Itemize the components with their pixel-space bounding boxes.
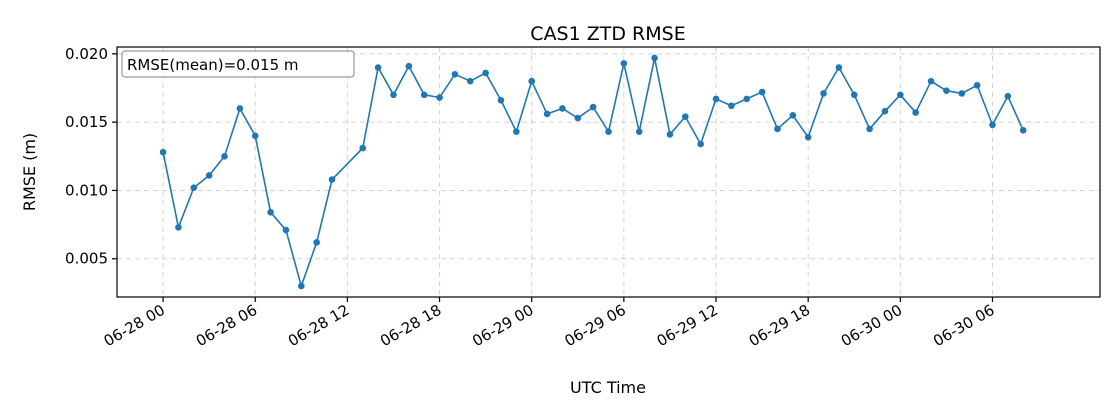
data-point bbox=[298, 282, 305, 290]
data-point bbox=[912, 109, 919, 116]
data-point bbox=[466, 77, 474, 85]
data-point bbox=[1004, 92, 1012, 100]
data-point bbox=[989, 121, 996, 129]
data-point bbox=[482, 69, 489, 77]
annotation-text: RMSE(mean)=0.015 m bbox=[127, 56, 299, 74]
data-point bbox=[374, 64, 382, 71]
data-point bbox=[190, 184, 198, 192]
data-point bbox=[313, 239, 320, 246]
data-point bbox=[789, 112, 797, 119]
data-point bbox=[390, 91, 397, 99]
data-point bbox=[251, 132, 259, 140]
data-point bbox=[774, 125, 781, 133]
data-point bbox=[589, 103, 597, 111]
data-point bbox=[574, 114, 582, 122]
x-tick-label: 06-28 12 bbox=[285, 301, 352, 350]
x-tick-label: 06-29 18 bbox=[746, 301, 813, 350]
data-point bbox=[267, 209, 274, 216]
y-tick-label: 0.005 bbox=[65, 250, 108, 268]
data-point bbox=[651, 54, 658, 62]
x-tick-label: 06-28 06 bbox=[193, 301, 260, 350]
series-line bbox=[162, 57, 1024, 289]
data-point bbox=[758, 88, 766, 96]
y-tick-label: 0.015 bbox=[65, 113, 108, 131]
data-point bbox=[881, 107, 889, 115]
data-point bbox=[973, 81, 981, 89]
chart-title: CAS1 ZTD RMSE bbox=[530, 23, 685, 45]
data-point bbox=[436, 94, 443, 101]
data-point bbox=[958, 90, 966, 97]
x-tick-label: 06-30 00 bbox=[838, 301, 905, 350]
data-point bbox=[666, 131, 674, 138]
data-point bbox=[1019, 127, 1027, 134]
x-tick-label: 06-29 06 bbox=[561, 301, 628, 350]
x-axis-label: UTC Time bbox=[570, 378, 646, 397]
annotation-frame bbox=[121, 50, 355, 78]
data-point bbox=[620, 60, 628, 67]
data-point bbox=[543, 110, 551, 118]
grid bbox=[117, 47, 1100, 297]
data-point bbox=[282, 226, 290, 234]
x-axis-ticks: 06-28 00 06-28 06 06-28 12 06-28 18 06-29 00… bbox=[101, 297, 997, 350]
data-point bbox=[943, 87, 950, 95]
data-point bbox=[451, 71, 459, 78]
y-axis-label: RMSE (m) bbox=[20, 133, 39, 211]
x-tick-label: 06-30 06 bbox=[930, 301, 997, 350]
data-point bbox=[420, 91, 428, 99]
data-point bbox=[728, 102, 735, 110]
data-point bbox=[559, 105, 566, 112]
data-point bbox=[897, 91, 904, 99]
data-point bbox=[804, 133, 812, 141]
x-tick-label: 06-29 00 bbox=[469, 301, 536, 350]
series-layer bbox=[159, 54, 1027, 290]
data-point bbox=[159, 148, 167, 156]
data-point bbox=[835, 64, 843, 71]
y-tick-label: 0.020 bbox=[65, 45, 108, 63]
x-tick-label: 06-28 18 bbox=[377, 301, 444, 350]
data-point bbox=[359, 144, 367, 152]
data-point bbox=[820, 90, 827, 97]
x-tick-label: 06-29 12 bbox=[654, 301, 721, 350]
data-point bbox=[866, 125, 873, 133]
data-point bbox=[605, 128, 612, 135]
data-point bbox=[528, 77, 536, 85]
data-point bbox=[712, 95, 720, 103]
data-point bbox=[328, 176, 336, 183]
data-point bbox=[681, 113, 689, 120]
data-point bbox=[635, 128, 643, 135]
x-tick-label: 06-28 00 bbox=[101, 301, 168, 350]
data-point bbox=[497, 96, 505, 104]
data-point bbox=[697, 140, 704, 148]
data-point bbox=[405, 62, 413, 70]
data-point bbox=[236, 105, 244, 112]
data-point bbox=[927, 77, 935, 85]
data-point bbox=[221, 152, 228, 160]
data-point bbox=[205, 172, 213, 179]
y-tick-label: 0.010 bbox=[65, 181, 108, 199]
plot-frame bbox=[116, 46, 1101, 298]
data-point bbox=[743, 95, 751, 103]
annotation-box: RMSE(mean)=0.015 m bbox=[121, 50, 355, 78]
y-axis-ticks: 0.005 0.010 0.015 0.020 bbox=[65, 45, 117, 268]
data-point bbox=[175, 224, 182, 231]
data-point bbox=[513, 128, 520, 135]
data-point bbox=[850, 91, 858, 99]
